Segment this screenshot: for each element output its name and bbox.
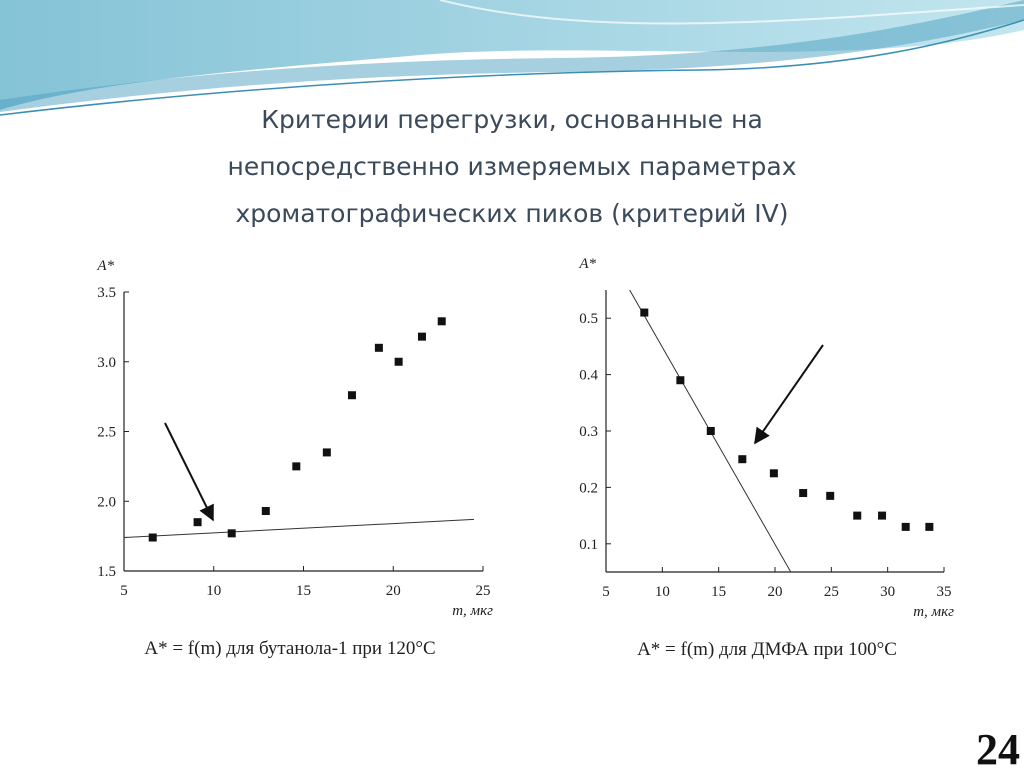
data-point <box>292 462 301 471</box>
data-point <box>322 448 331 457</box>
arrow <box>754 344 824 445</box>
trend-line <box>123 518 475 539</box>
x-tick-label: 15 <box>711 584 726 600</box>
data-point <box>676 376 685 385</box>
data-point <box>901 522 910 531</box>
data-point <box>853 511 862 520</box>
y-tick-label: 2.0 <box>97 494 116 510</box>
x-axis-label: m, мкг <box>913 604 954 620</box>
data-point <box>826 491 835 500</box>
x-tick-label: 10 <box>206 583 221 599</box>
x-tick-label: 30 <box>880 584 895 600</box>
y-tick-label: 0.2 <box>579 480 598 496</box>
data-point <box>193 518 202 527</box>
x-tick-label: 25 <box>824 584 839 600</box>
data-point <box>227 529 236 538</box>
chart-panel <box>558 240 962 668</box>
data-point <box>148 533 157 542</box>
x-axis-label: m, мкг <box>452 603 493 619</box>
x-tick-label: 5 <box>602 584 610 600</box>
y-tick-label: 0.1 <box>579 537 598 553</box>
header-waves <box>0 0 1024 116</box>
data-point <box>437 317 446 326</box>
y-tick-label: 3.5 <box>97 285 116 301</box>
data-point <box>769 469 778 478</box>
data-point <box>374 343 383 352</box>
y-axis-label: A* <box>96 258 114 274</box>
chart-caption: A* = f(m) для ДМФА при 100°С <box>637 639 897 660</box>
x-tick-label: 25 <box>476 583 491 599</box>
data-point <box>261 507 270 516</box>
y-tick-label: 2.5 <box>97 425 116 441</box>
x-tick-label: 20 <box>386 583 401 599</box>
data-point <box>878 511 887 520</box>
data-point <box>417 332 426 341</box>
y-tick-label: 0.4 <box>579 368 598 384</box>
arrow <box>164 422 214 522</box>
data-point <box>925 522 934 531</box>
page-number: 24 <box>976 725 1020 768</box>
chart-panel <box>78 240 512 668</box>
y-tick-label: 0.3 <box>579 424 598 440</box>
slide-title: хроматографических пиков (критерий IV) <box>235 199 788 228</box>
slide-title: Критерии перегрузки, основанные на <box>261 105 763 134</box>
x-tick-label: 5 <box>120 583 128 599</box>
data-point <box>394 357 403 366</box>
x-tick-label: 15 <box>296 583 311 599</box>
data-point <box>640 308 649 317</box>
data-point <box>706 427 715 435</box>
x-tick-label: 20 <box>768 584 783 600</box>
data-point <box>347 391 356 400</box>
x-tick-label: 10 <box>655 584 670 600</box>
slide-title: непосредственно измеряемых параметрах <box>227 152 796 181</box>
chart-caption: A* = f(m) для бутанола-1 при 120°С <box>144 638 435 659</box>
x-tick-label: 35 <box>937 584 952 600</box>
y-axis-label: A* <box>578 256 596 272</box>
y-tick-label: 0.5 <box>579 311 598 327</box>
y-tick-label: 1.5 <box>97 564 116 580</box>
data-point <box>799 489 808 498</box>
data-point <box>738 455 747 464</box>
y-tick-label: 3.0 <box>97 355 116 371</box>
